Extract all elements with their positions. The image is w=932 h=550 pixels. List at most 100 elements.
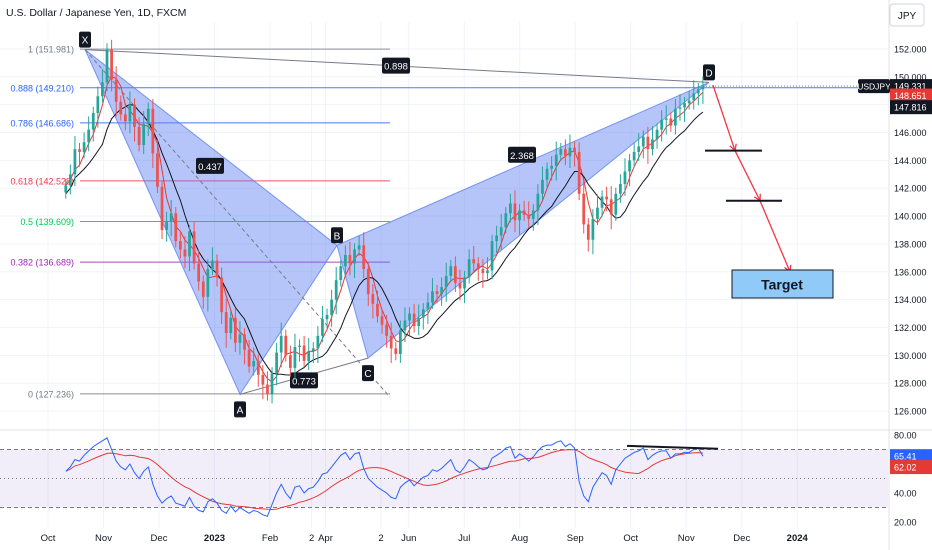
candle-body [68,174,72,186]
candle-body [641,136,645,147]
rsi-ma-value-tag [890,460,932,475]
candle-body [609,199,613,215]
candle-body [591,218,595,240]
candle-body [279,335,283,353]
ma-slow-value: 147.816 [894,103,927,113]
candle-body [256,360,260,375]
candle-body [110,49,113,80]
candle-body [178,241,182,250]
candle-body [637,146,641,152]
ratio-label: 0.773 [292,376,316,387]
candle-body [293,346,297,368]
candle-body [596,207,599,219]
candle-body [669,118,673,126]
x-tick-label: 2 [309,533,314,544]
candle-body [582,193,586,225]
candle-body [486,270,489,274]
rsi-panel [0,429,932,517]
x-tick-label: Sep [567,533,584,544]
candle-body [156,153,159,187]
pattern-point-label: D [705,68,712,79]
candle-body [467,259,471,278]
candle-body [398,330,402,354]
candle-body [389,335,393,349]
candle-body [151,108,155,154]
candle-body [417,317,421,327]
candle-body [421,309,425,318]
pattern-point-badge [362,365,374,382]
ratio-label: 0.898 [384,62,408,73]
candle-body [119,101,123,115]
candle-body [412,313,416,327]
last-price-value: 149.331 [894,82,927,92]
candlesticks [64,39,888,404]
ratio-badge [508,146,536,163]
candle-body [554,154,558,166]
pattern-point-badge [331,227,343,244]
rsi-ma-value: 62.02 [894,463,917,473]
y-tick-label: 146.000 [894,128,927,138]
candle-body [302,345,306,361]
projection: Target [705,84,834,299]
candle-body [165,221,168,230]
candle-body [458,282,462,289]
candle-body [632,151,636,161]
candle-body [128,104,132,122]
candle-body [270,373,274,395]
candle-body [586,224,590,240]
pattern-point-label: X [82,36,89,47]
y-tick-label: 138.000 [894,239,927,249]
candle-body [655,129,659,140]
x-tick-label: Oct [623,533,638,544]
candle-body [146,108,150,125]
candle-body [325,314,329,320]
candle-body [408,313,411,321]
rsi-tick-label: 20.00 [894,518,917,528]
candle-body [568,147,572,157]
price-tags: USDJPY149.33109:55:52148.651147.81665.41… [857,79,932,475]
candle-body [211,260,214,269]
candle-body [275,352,278,374]
ratio-badge [382,57,410,74]
x-tick-label: Nov [95,533,112,544]
candle-body [311,348,315,352]
candle-body [678,107,682,109]
candle-body [229,317,233,334]
candle-body [73,149,77,175]
candle-body [481,268,485,274]
candle-body [298,345,301,347]
symbol-tag [858,79,890,94]
candle-body [527,214,531,219]
candle-body [545,168,549,180]
x-tick-label: Oct [41,533,56,544]
ma-slow-line [65,103,704,376]
candle-body [353,249,356,264]
currency-button[interactable]: JPY [889,3,925,27]
fib-label: 0.618 (142.528) [10,176,74,186]
fib-label: 0.888 (149.210) [10,83,74,93]
y-tick-label: 126.000 [894,407,927,417]
ma-fast-value: 148.651 [894,91,927,101]
candle-body [183,249,187,257]
candle-body [531,210,535,219]
candle-body [197,263,201,282]
candle-body [252,360,256,367]
rsi-divergence-line [626,444,719,450]
candle-body [224,312,228,334]
candle-body [330,299,333,315]
x-tick-label: 2023 [204,533,225,544]
candle-body [518,210,521,221]
fib-label: 0.786 (146.686) [10,118,74,128]
candle-body [371,294,375,304]
candle-body [426,302,430,310]
candle-body [651,139,654,150]
x-tick-label: Feb [262,533,278,544]
candle-body [577,151,581,194]
candle-body [78,149,81,152]
y-tick-label: 136.000 [894,267,927,277]
x-tick-label: 2 [378,533,383,544]
candle-body [440,287,444,295]
candle-body [541,179,544,194]
candle-body [472,259,476,264]
